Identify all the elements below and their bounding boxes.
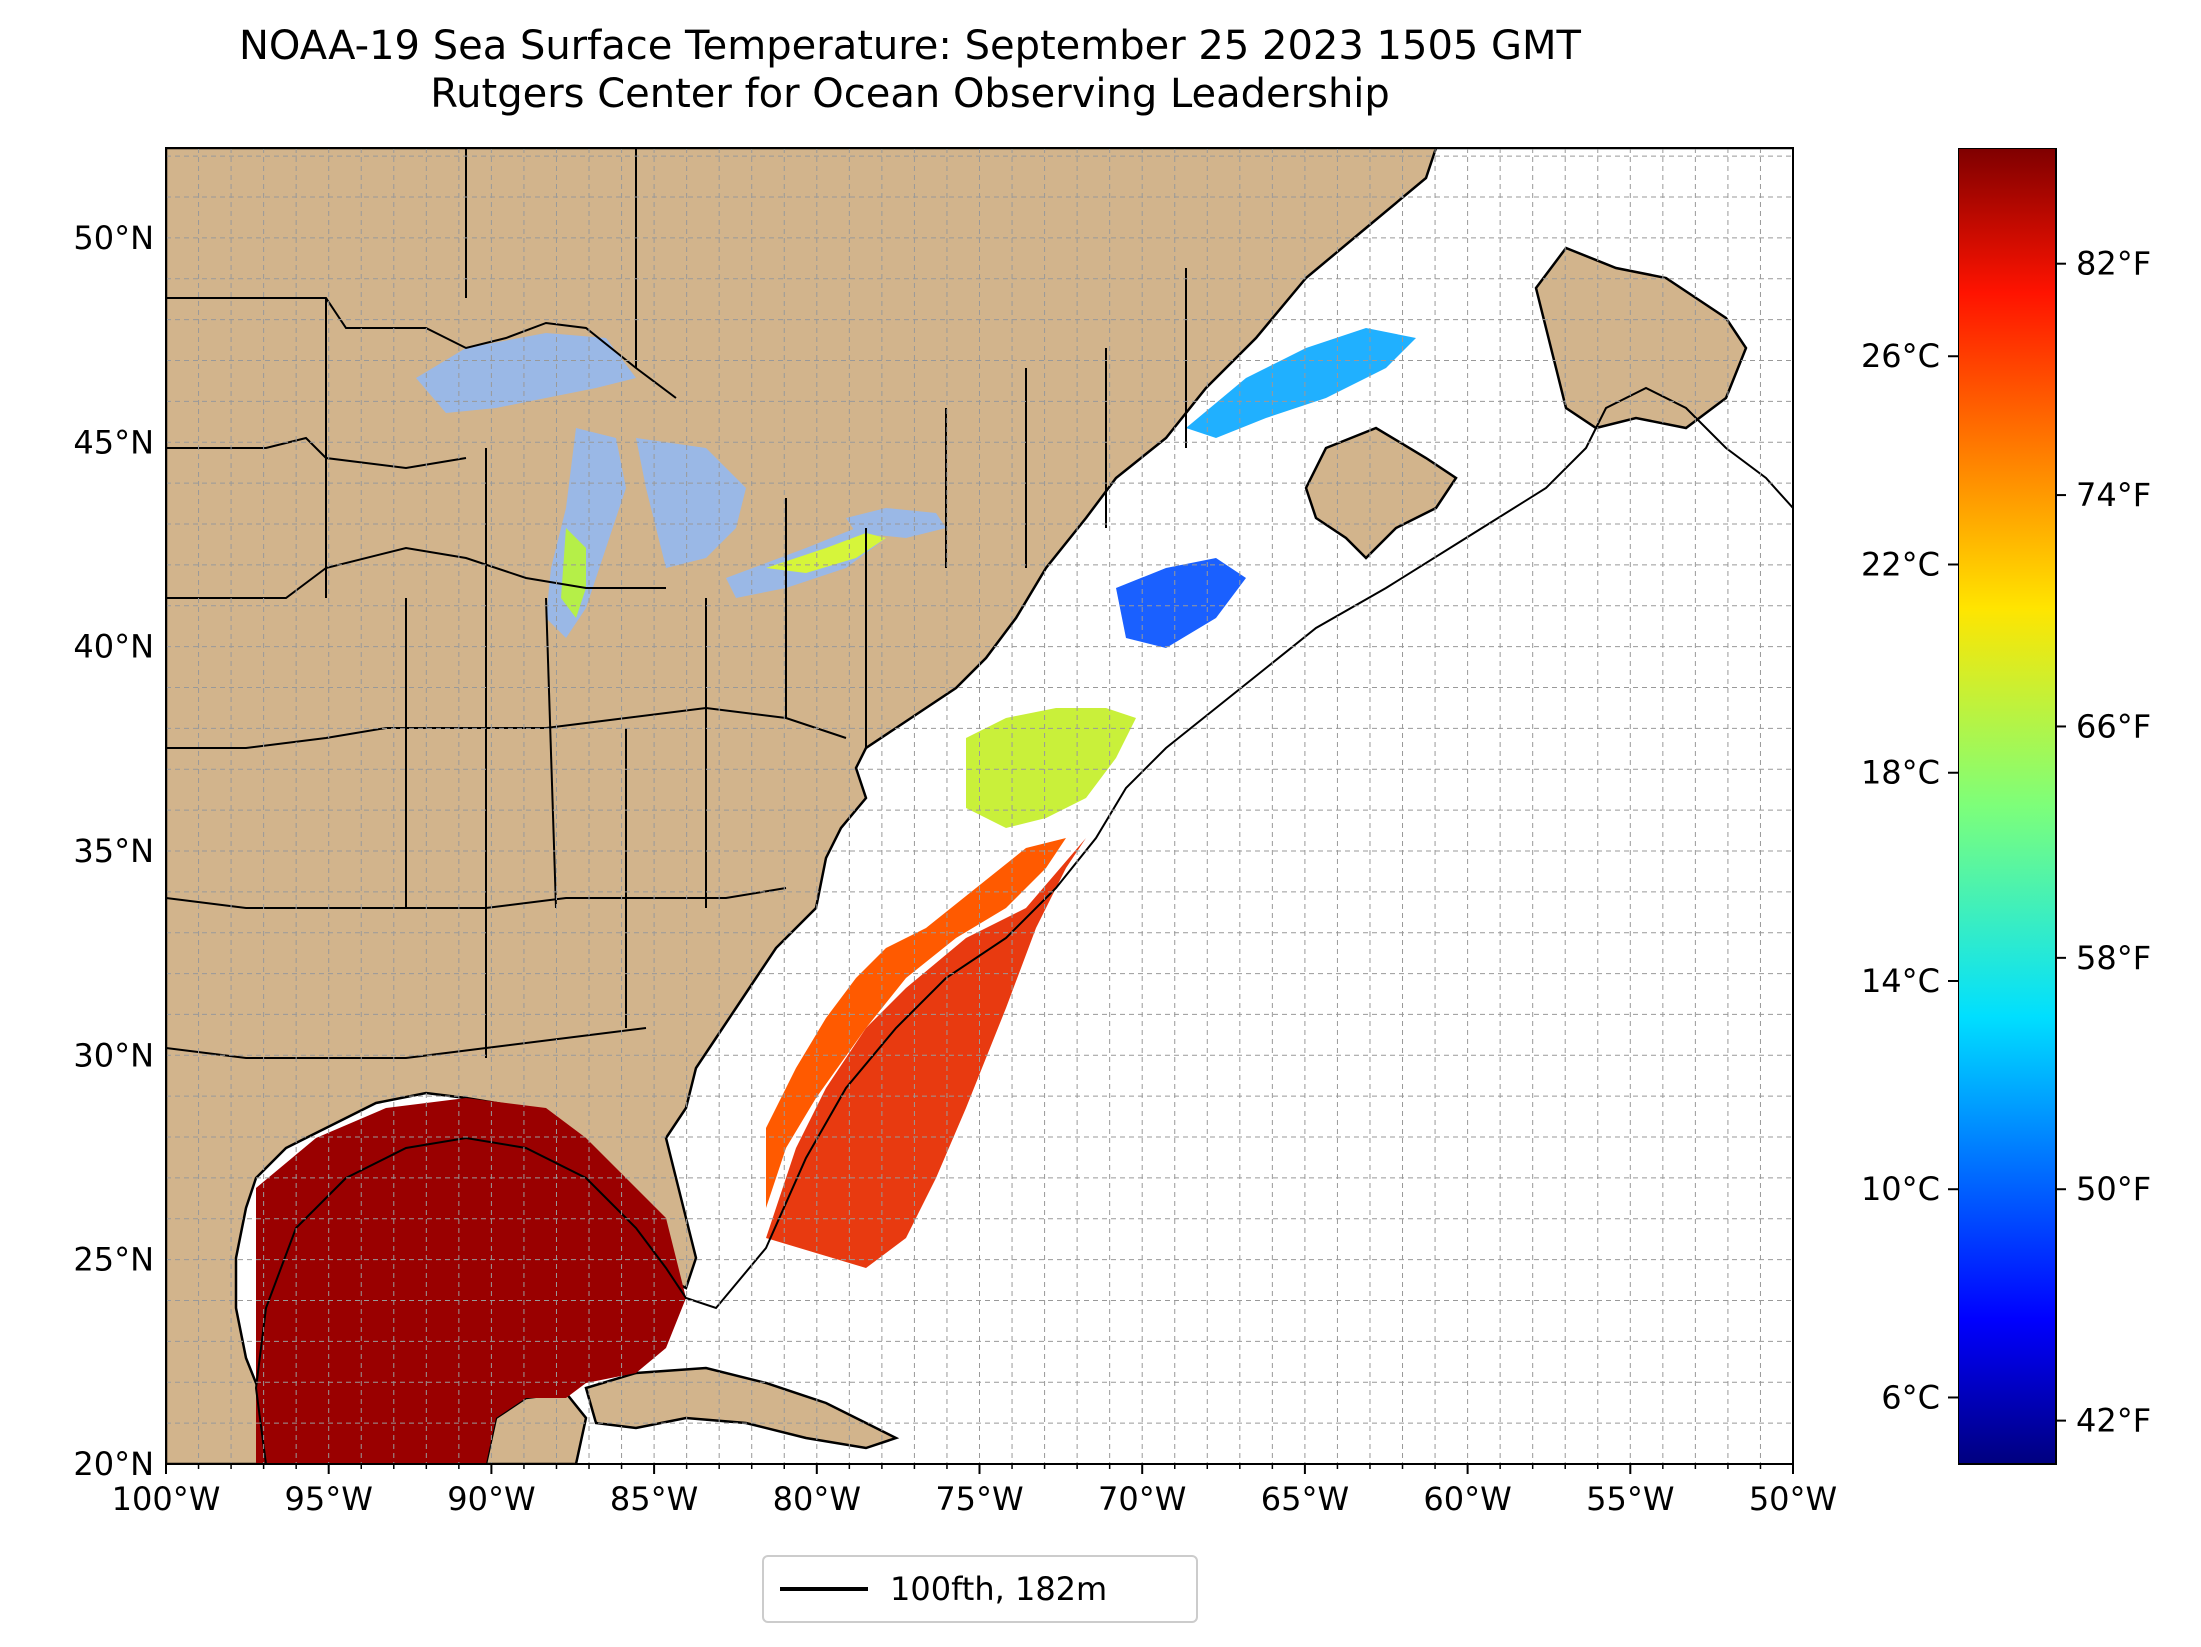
f-tick-label: 66°F xyxy=(2076,707,2151,745)
sst-southeast-shelf xyxy=(766,838,1066,1238)
title-line-1: NOAA-19 Sea Surface Temperature: Septemb… xyxy=(239,23,1581,69)
lake-superior xyxy=(416,333,636,413)
fahrenheit-ticks: 82°F 74°F 66°F 58°F 50°F 42°F xyxy=(2056,245,2151,1440)
sst-data-layer xyxy=(256,328,1416,1464)
sst-gulf-of-mexico xyxy=(256,1098,686,1464)
lon-tick-label: 85°W xyxy=(610,1480,698,1518)
colorbar-gradient xyxy=(1958,148,2057,1465)
lon-tick-label: 60°W xyxy=(1423,1480,1511,1518)
f-tick-label: 74°F xyxy=(2076,476,2151,514)
lat-tick-label: 35°N xyxy=(73,832,154,870)
lon-tick-label: 90°W xyxy=(447,1480,535,1518)
lon-tick-label: 95°W xyxy=(285,1480,373,1518)
celsius-axis: 26°C 22°C 18°C 14°C 10°C 6°C xyxy=(1861,337,1958,1416)
land-mass-maritimes xyxy=(1304,426,1458,560)
lon-tick-label: 70°W xyxy=(1098,1480,1186,1518)
lat-tick-label: 20°N xyxy=(73,1445,154,1483)
legend-label: 100fth, 182m xyxy=(890,1570,1108,1608)
land-mass-newfoundland xyxy=(1534,246,1748,430)
c-tick-label: 22°C xyxy=(1861,545,1940,583)
legend-line-swatch xyxy=(780,1587,868,1591)
c-tick-label: 14°C xyxy=(1861,962,1940,1000)
political-borders xyxy=(166,148,1187,1059)
lon-tick-label: 75°W xyxy=(935,1480,1023,1518)
lon-tick-label: 80°W xyxy=(773,1480,861,1518)
sst-lake-erie xyxy=(766,533,886,573)
lon-tick-label: 55°W xyxy=(1586,1480,1674,1518)
sst-mid-atlantic xyxy=(966,708,1136,828)
chart-title: NOAA-19 Sea Surface Temperature: Septemb… xyxy=(160,22,1660,118)
c-tick-label: 18°C xyxy=(1861,754,1940,792)
f-tick-label: 82°F xyxy=(2076,245,2151,283)
lon-tick-label: 100°W xyxy=(112,1480,221,1518)
lat-tick-label: 45°N xyxy=(73,423,154,461)
lat-tick-label: 40°N xyxy=(73,628,154,666)
sst-gulf-of-maine xyxy=(1116,558,1246,648)
longitude-axis: 100°W 95°W 90°W 85°W 80°W 75°W 70°W 65°W 60°W 55°… xyxy=(112,1464,1837,1518)
f-tick-label: 58°F xyxy=(2076,939,2151,977)
isobath-100fth xyxy=(254,386,1793,1464)
lon-tick-label: 65°W xyxy=(1261,1480,1349,1518)
lake-huron xyxy=(636,438,746,568)
gridlines xyxy=(166,148,1793,1464)
title-line-2: Rutgers Center for Ocean Observing Leade… xyxy=(430,71,1390,117)
f-tick-label: 42°F xyxy=(2076,1402,2151,1440)
sst-gulf-stream-south xyxy=(766,838,1086,1268)
land-mass-cuba xyxy=(584,1366,900,1450)
c-tick-label: 10°C xyxy=(1861,1170,1940,1208)
c-tick-label: 26°C xyxy=(1861,337,1940,375)
lat-tick-label: 25°N xyxy=(73,1241,154,1279)
lat-tick-label: 50°N xyxy=(73,219,154,257)
colorbar: 82°F 74°F 66°F 58°F 50°F 42°F xyxy=(1958,148,2151,1465)
f-tick-label: 50°F xyxy=(2076,1170,2151,1208)
sst-gulf-st-lawrence xyxy=(1186,328,1416,438)
lat-tick-label: 30°N xyxy=(73,1036,154,1074)
lon-tick-label: 50°W xyxy=(1749,1480,1837,1518)
c-tick-label: 6°C xyxy=(1881,1378,1940,1416)
lake-ontario xyxy=(846,508,946,538)
latitude-axis: 20°N 25°N 30°N 35°N 40°N 45°N 50°N xyxy=(73,219,154,1483)
sst-lake-michigan xyxy=(561,528,586,618)
sst-map: 100°W 95°W 90°W 85°W 80°W 75°W 70°W 65°W 60°W 55°… xyxy=(73,147,1837,1518)
isobath-legend: 100fth, 182m xyxy=(762,1555,1198,1623)
